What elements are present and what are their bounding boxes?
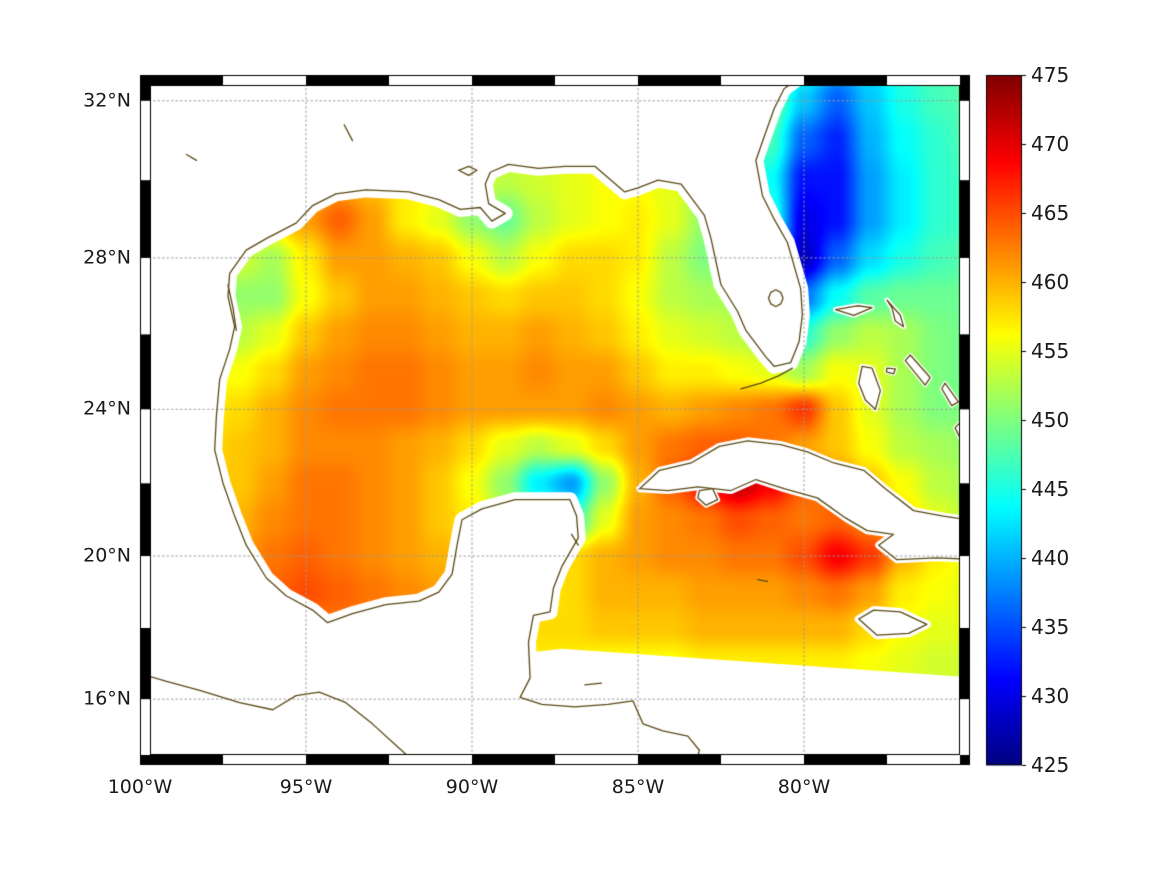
map-canvas — [0, 0, 1167, 875]
figure: 100°W 95°W 90°W 85°W 80°W 32°N 28°N 24°N 20°N 16°… — [0, 0, 1167, 875]
